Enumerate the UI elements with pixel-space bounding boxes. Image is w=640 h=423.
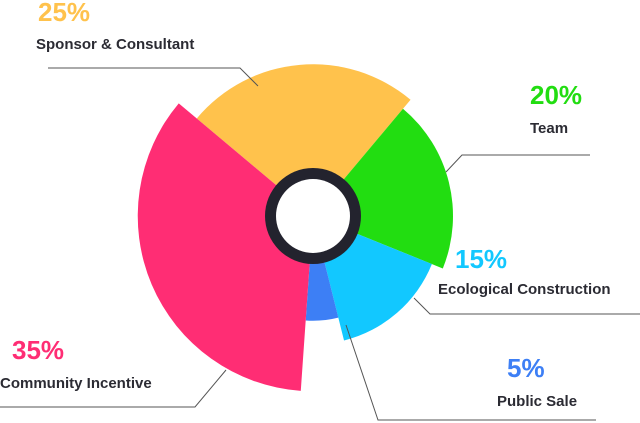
value-label: 35% — [12, 335, 64, 365]
sector — [137, 103, 313, 391]
sector — [196, 64, 411, 217]
category-label: Sponsor & Consultant — [36, 36, 194, 53]
leader-line — [413, 297, 640, 315]
category-label: Community Incentive — [0, 375, 152, 392]
leader-line — [48, 67, 259, 87]
value-label: 15% — [455, 244, 507, 274]
leader-line — [345, 324, 596, 421]
category-label: Team — [530, 120, 568, 137]
value-label: 25% — [38, 0, 90, 27]
category-label: Public Sale — [497, 393, 577, 410]
leader-line — [0, 369, 227, 408]
leader-line — [445, 154, 590, 173]
category-label: Ecological Construction — [438, 281, 611, 298]
value-label: 20% — [530, 80, 582, 110]
center-hole — [276, 179, 350, 253]
value-label: 5% — [507, 353, 545, 383]
